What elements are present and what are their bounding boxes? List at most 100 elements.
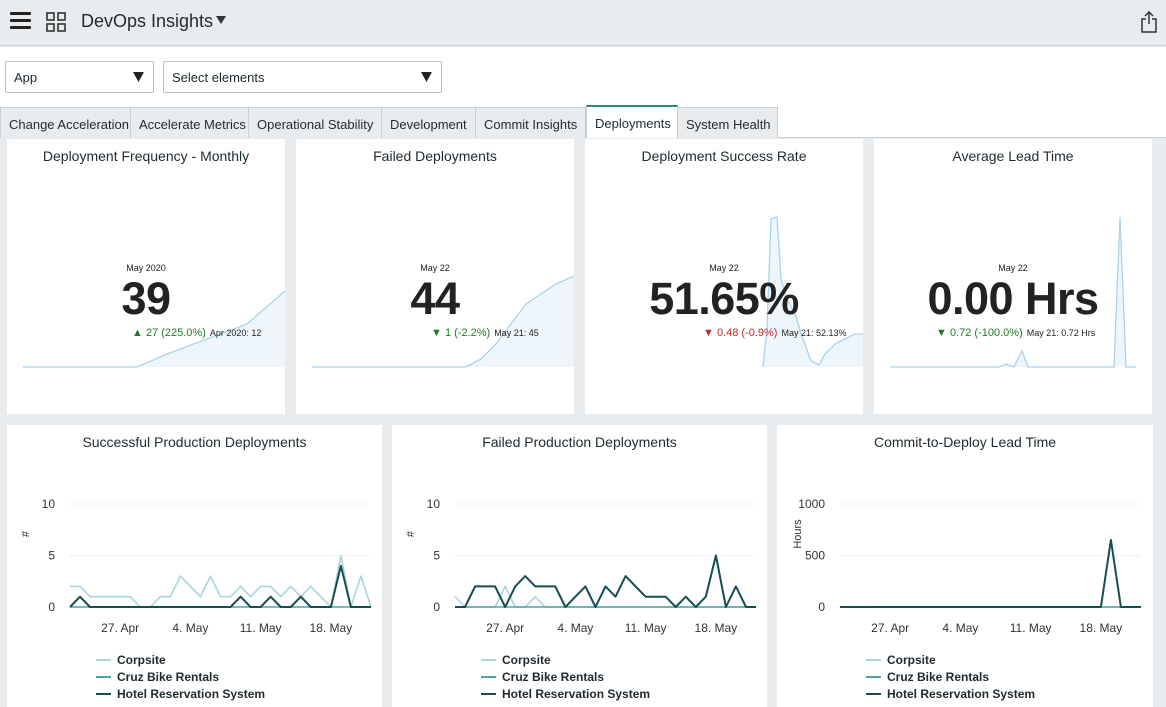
kpi-delta: ▼ 0.48 (-0.9%) May 21: 52.13% <box>703 327 847 339</box>
legend-item-hotel-reservation-system[interactable]: Hotel Reservation System <box>866 685 1035 702</box>
x-tick-label: 18. May <box>1080 621 1123 635</box>
elements-select-placeholder: Select elements <box>172 70 265 85</box>
chevron-down-icon <box>421 72 432 82</box>
y-tick-label: 10 <box>427 497 441 511</box>
series-line-corpsite[interactable] <box>70 554 372 608</box>
line-chart: 10 5 0 #27. Apr 4. May 11. May 18. May <box>405 497 756 635</box>
y-tick-label: 10 <box>42 497 56 511</box>
y-tick-label: 1000 <box>798 497 825 511</box>
legend-label: Hotel Reservation System <box>117 686 266 701</box>
app-select[interactable]: App <box>5 61 154 93</box>
y-tick-label: 0 <box>818 600 825 614</box>
chevron-down-icon <box>133 72 144 82</box>
x-tick-label: 4. May <box>942 621 978 635</box>
chart-legend: Corpsite Cruz Bike Rentals Hotel Reserva… <box>96 651 265 702</box>
sparkline-area <box>312 276 574 367</box>
x-tick-label: 4. May <box>557 621 593 635</box>
series-line-hotel-reservation-system[interactable] <box>69 564 371 608</box>
elements-select[interactable]: Select elements <box>163 61 442 93</box>
kpi-date: May 22 <box>420 263 450 273</box>
kpi-value: 0.00 Hrs <box>927 273 1099 324</box>
dashboard-tabs: Change Acceleration Accelerate Metrics O… <box>0 105 1166 138</box>
kpi-card-deployment-frequency[interactable]: Deployment Frequency - Monthly May 2020 … <box>7 139 285 414</box>
sparkline-line <box>23 290 285 368</box>
kpi-value: 51.65% <box>649 273 799 324</box>
sparkline-line <box>762 216 863 368</box>
kpi-previous: May 21: 45 <box>494 328 539 338</box>
kpi-value: 39 <box>121 273 171 324</box>
tab-accelerate-metrics[interactable]: Accelerate Metrics <box>130 107 249 138</box>
kpi-title: Average Lead Time <box>952 148 1074 164</box>
series-line-hotel-reservation-system[interactable] <box>840 539 1141 608</box>
x-tick-label: 11. May <box>625 621 667 635</box>
chart-title: Successful Production Deployments <box>82 434 307 450</box>
series-line-hotel-reservation-system[interactable] <box>455 554 756 608</box>
kpi-card-deployment-success-rate[interactable]: Deployment Success Rate May 22 51.65% ▼ … <box>585 139 863 414</box>
dashboard-title[interactable]: DevOps Insights <box>81 11 214 31</box>
legend-label: Corpsite <box>117 652 166 667</box>
kpi-date: May 2020 <box>126 263 166 273</box>
sparkline-area <box>23 291 285 367</box>
kpi-delta: ▼ 1 (-2.2%) May 21: 45 <box>431 327 539 339</box>
legend-item-corpsite[interactable]: Corpsite <box>96 651 265 668</box>
legend-label: Corpsite <box>502 652 551 667</box>
x-tick-label: 4. May <box>172 621 208 635</box>
dashboard-grid-icon[interactable] <box>46 12 66 32</box>
chart-title: Failed Production Deployments <box>482 434 677 450</box>
filter-bar: App Select elements <box>0 47 1166 105</box>
hamburger-menu-icon[interactable] <box>10 12 31 30</box>
legend-label: Corpsite <box>887 652 936 667</box>
sparkline <box>312 275 574 368</box>
line-chart: 10 5 0 #27. Apr 4. May 11. May 18. May <box>20 497 372 635</box>
kpi-date: May 22 <box>998 263 1028 273</box>
legend-item-hotel-reservation-system[interactable]: Hotel Reservation System <box>96 685 265 702</box>
sparkline-line <box>312 275 574 368</box>
kpi-card-average-lead-time[interactable]: Average Lead Time May 22 0.00 Hrs ▼ 0.72… <box>874 139 1152 414</box>
tab-development[interactable]: Development <box>381 107 476 138</box>
kpi-change: ▼ 1 (-2.2%) <box>431 327 491 339</box>
kpi-delta: ▲ 27 (225.0%) Apr 2020: 12 <box>132 327 261 339</box>
tab-operational-stability[interactable]: Operational Stability <box>248 107 382 138</box>
x-tick-label: 27. Apr <box>871 621 909 635</box>
tab-deployments[interactable]: Deployments <box>586 105 678 138</box>
chart-legend: Corpsite Cruz Bike Rentals Hotel Reserva… <box>481 651 650 702</box>
kpi-previous: May 21: 52.13% <box>781 328 847 338</box>
sparkline <box>23 290 285 368</box>
legend-item-corpsite[interactable]: Corpsite <box>481 651 650 668</box>
chart-legend: Corpsite Cruz Bike Rentals Hotel Reserva… <box>866 651 1035 702</box>
x-tick-label: 27. Apr <box>101 621 139 635</box>
kpi-date: May 22 <box>709 263 739 273</box>
chart-card-failed-production-deployments[interactable]: 10 5 0 #27. Apr 4. May 11. May 18. May Failed … <box>392 425 767 707</box>
legend-item-cruz-bike-rentals[interactable]: Cruz Bike Rentals <box>866 668 1035 685</box>
y-tick-label: 5 <box>48 549 55 563</box>
legend-item-hotel-reservation-system[interactable]: Hotel Reservation System <box>481 685 650 702</box>
kpi-previous: Apr 2020: 12 <box>209 328 262 338</box>
chart-title: Commit-to-Deploy Lead Time <box>873 434 1057 450</box>
x-tick-label: 18. May <box>310 621 353 635</box>
sparkline <box>890 216 1136 368</box>
share-icon[interactable] <box>1141 11 1157 33</box>
sparkline <box>762 216 863 368</box>
legend-item-cruz-bike-rentals[interactable]: Cruz Bike Rentals <box>96 668 265 685</box>
legend-label: Cruz Bike Rentals <box>502 669 605 684</box>
kpi-change: ▲ 27 (225.0%) <box>132 327 206 339</box>
sparkline-line <box>890 216 1136 368</box>
chart-card-successful-production-deployments[interactable]: 10 5 0 #27. Apr 4. May 11. May 18. May Success… <box>7 425 382 707</box>
kpi-title: Deployment Success Rate <box>641 148 807 164</box>
tab-system-health[interactable]: System Health <box>677 107 778 138</box>
kpi-change: ▼ 0.72 (-100.0%) <box>936 327 1023 339</box>
kpi-card-failed-deployments[interactable]: Failed Deployments May 22 44 ▼ 1 (-2.2%)… <box>296 139 574 414</box>
legend-item-corpsite[interactable]: Corpsite <box>866 651 1035 668</box>
y-axis-label: # <box>20 530 32 537</box>
x-tick-label: 11. May <box>1010 621 1052 635</box>
tab-commit-insights[interactable]: Commit Insights <box>475 107 586 138</box>
chart-card-commit-to-deploy-lead-time[interactable]: 1000 500 0 Hours 27. Apr 4. May 11. May 18. May… <box>777 425 1153 707</box>
kpi-delta: ▼ 0.72 (-100.0%) May 21: 0.72 Hrs <box>936 327 1095 339</box>
title-dropdown-caret-icon[interactable] <box>215 14 227 26</box>
app-select-value: App <box>14 70 38 85</box>
legend-label: Cruz Bike Rentals <box>887 669 990 684</box>
legend-item-cruz-bike-rentals[interactable]: Cruz Bike Rentals <box>481 668 650 685</box>
kpi-title: Deployment Frequency - Monthly <box>42 148 250 164</box>
x-tick-label: 11. May <box>240 621 282 635</box>
tab-change-acceleration[interactable]: Change Acceleration <box>0 107 131 138</box>
